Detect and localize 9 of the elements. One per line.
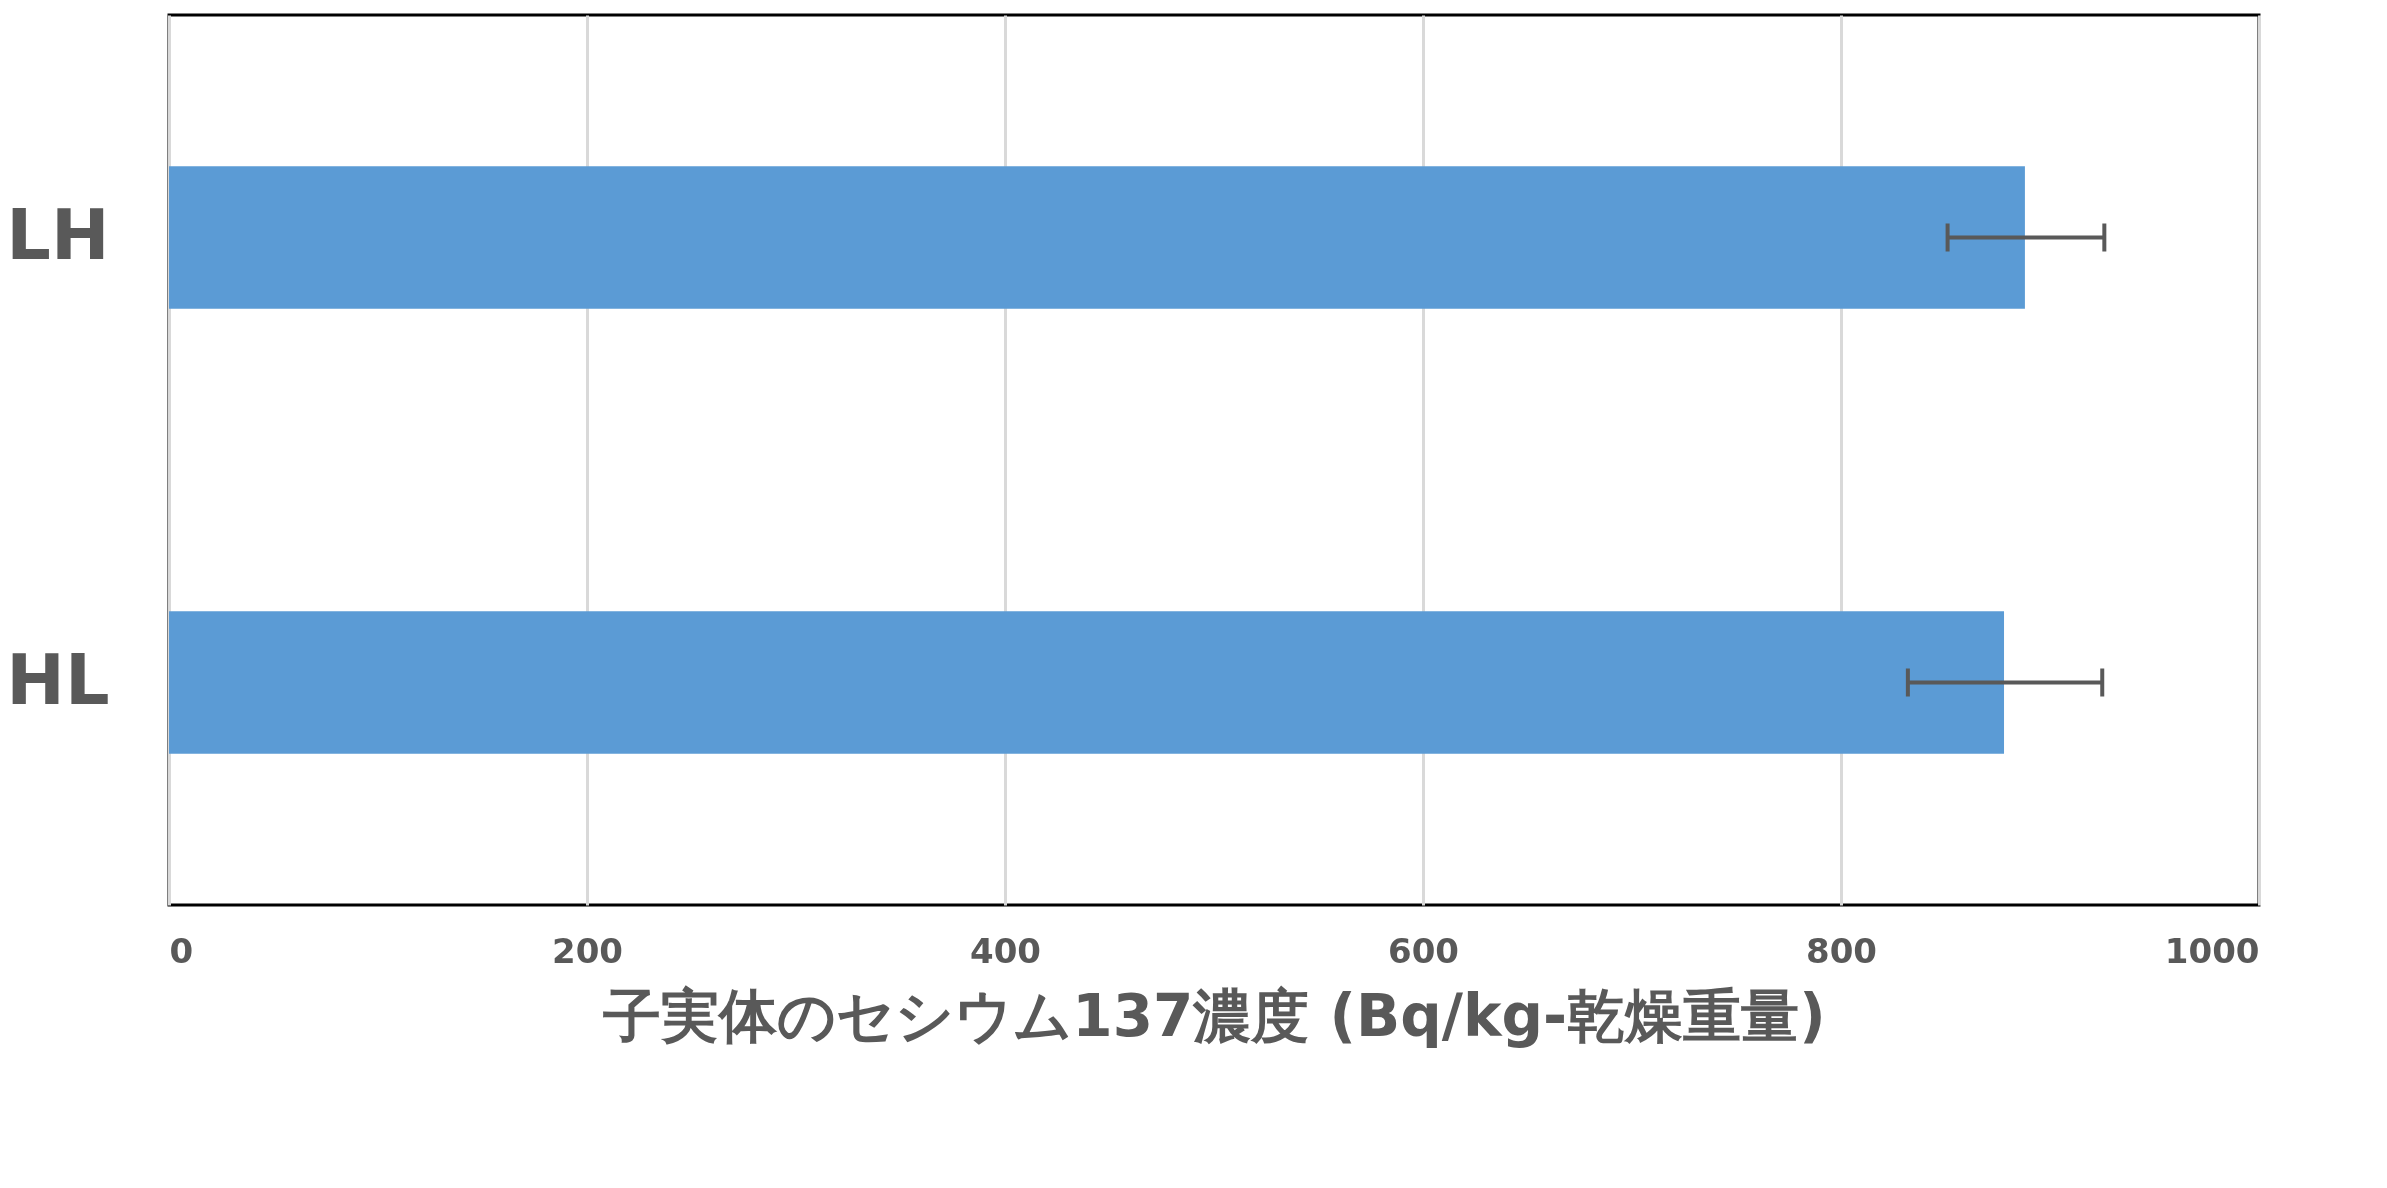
x-tick-label: 400: [970, 930, 1041, 971]
x-tick-label: 800: [1806, 930, 1877, 971]
x-tick-label: 600: [1388, 930, 1459, 971]
x-tick-label: 0: [169, 930, 194, 971]
x-tick-label: 200: [552, 930, 623, 971]
y-tick-label: LH: [6, 193, 110, 276]
y-tick-label: HL: [6, 638, 110, 721]
x-tick-label: 1000: [2164, 930, 2260, 971]
x-axis-title: 子実体のセシウム137濃度 (Bq/kg-乾燥重量): [602, 981, 1826, 1050]
